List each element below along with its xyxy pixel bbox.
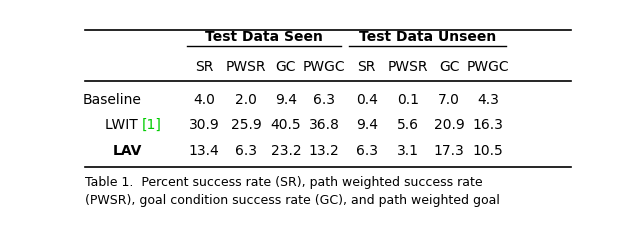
Text: GC: GC — [276, 60, 296, 74]
Text: 16.3: 16.3 — [473, 118, 504, 132]
Text: 9.4: 9.4 — [275, 93, 297, 107]
Text: 7.0: 7.0 — [438, 93, 460, 107]
Text: 20.9: 20.9 — [434, 118, 465, 132]
Text: 2.0: 2.0 — [236, 93, 257, 107]
Text: 40.5: 40.5 — [271, 118, 301, 132]
Text: PWGC: PWGC — [467, 60, 509, 74]
Text: 0.1: 0.1 — [397, 93, 419, 107]
Text: Test Data Unseen: Test Data Unseen — [359, 30, 496, 44]
Text: 4.0: 4.0 — [193, 93, 215, 107]
Text: 4.3: 4.3 — [477, 93, 499, 107]
Text: Baseline: Baseline — [83, 93, 142, 107]
Text: 6.3: 6.3 — [356, 144, 378, 158]
Text: PWGC: PWGC — [303, 60, 346, 74]
Text: 36.8: 36.8 — [308, 118, 339, 132]
Text: 6.3: 6.3 — [313, 93, 335, 107]
Text: PWSR: PWSR — [226, 60, 266, 74]
Text: 23.2: 23.2 — [271, 144, 301, 158]
Text: Table 1.  Percent success rate (SR), path weighted success rate
(PWSR), goal con: Table 1. Percent success rate (SR), path… — [85, 175, 500, 206]
Text: PWSR: PWSR — [388, 60, 429, 74]
Text: GC: GC — [439, 60, 460, 74]
Text: 17.3: 17.3 — [434, 144, 465, 158]
Text: LWIT: LWIT — [105, 118, 142, 132]
Text: LAV: LAV — [113, 144, 142, 158]
Text: [1]: [1] — [142, 118, 162, 132]
Text: 0.4: 0.4 — [356, 93, 378, 107]
Text: SR: SR — [358, 60, 376, 74]
Text: 5.6: 5.6 — [397, 118, 419, 132]
Text: 9.4: 9.4 — [356, 118, 378, 132]
Text: 3.1: 3.1 — [397, 144, 419, 158]
Text: Test Data Seen: Test Data Seen — [205, 30, 323, 44]
Text: 13.4: 13.4 — [189, 144, 220, 158]
Text: 13.2: 13.2 — [308, 144, 339, 158]
Text: 30.9: 30.9 — [189, 118, 220, 132]
Text: SR: SR — [195, 60, 213, 74]
Text: 10.5: 10.5 — [473, 144, 504, 158]
Text: 25.9: 25.9 — [231, 118, 262, 132]
Text: 6.3: 6.3 — [235, 144, 257, 158]
